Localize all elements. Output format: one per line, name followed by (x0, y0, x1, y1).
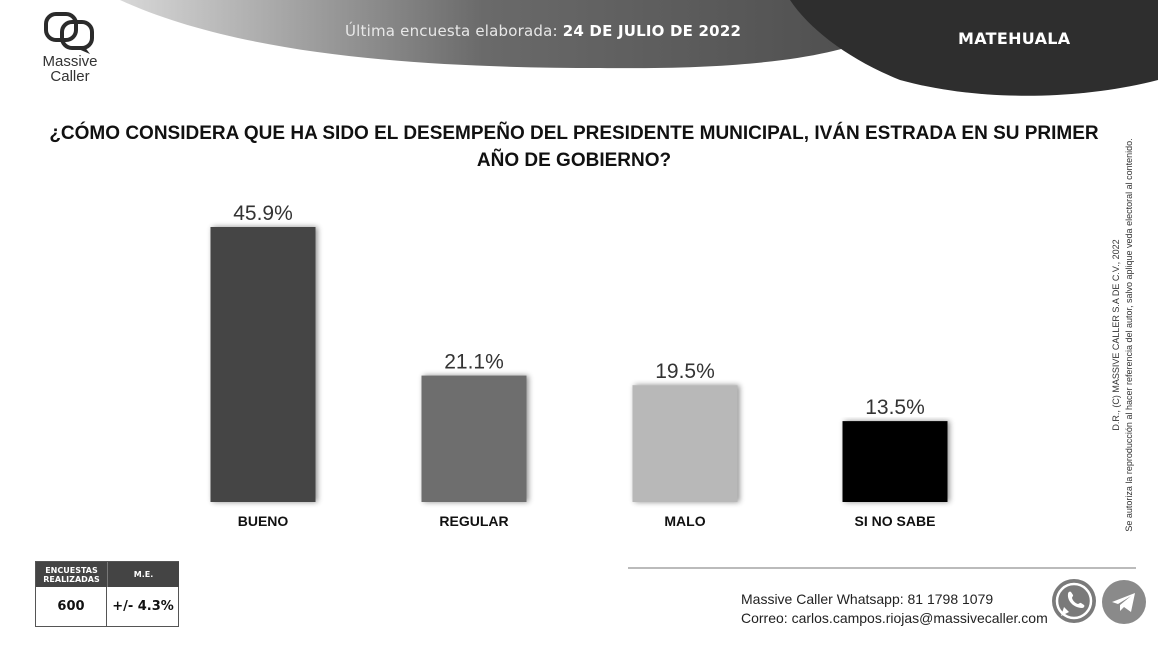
location-label: MATEHUALA (958, 29, 1071, 48)
survey-stats-table: ENCUESTAS REALIZADAS M.E. 600 +/- 4.3% (35, 561, 179, 627)
whatsapp-line: Massive Caller Whatsapp: 81 1798 1079 (741, 590, 1048, 609)
logo-text: Massive Caller (42, 53, 98, 85)
bar-bueno (210, 227, 316, 502)
bar-si-no-sabe (842, 421, 948, 502)
data-label-bueno: 45.9% (233, 202, 293, 225)
telegram-icon[interactable] (1102, 580, 1146, 624)
category-label-bueno: BUENO (238, 513, 289, 529)
whatsapp-icon[interactable] (1052, 579, 1096, 623)
survey-date: Última encuesta elaborada: 24 DE JULIO D… (345, 22, 741, 40)
category-label-malo: MALO (664, 513, 705, 529)
footer-divider (628, 567, 1136, 569)
margin-of-error: +/- 4.3% (106, 587, 179, 626)
header-background (120, 0, 1158, 96)
email-line: Correo: carlos.campos.riojas@massivecall… (741, 609, 1048, 628)
survey-date-label: Última encuesta elaborada: (345, 22, 558, 40)
bar-regular (421, 375, 527, 502)
survey-date-value: 24 DE JULIO DE 2022 (562, 22, 742, 40)
disclaimer-line-2: Se autoriza la reproducción al hacer ref… (1124, 138, 1134, 532)
data-label-si-no-sabe: 13.5% (865, 396, 925, 419)
data-label-malo: 19.5% (655, 360, 715, 383)
whatsapp-label: Massive Caller Whatsapp: (741, 591, 904, 607)
disclaimer-line-1: D.R., (C) MASSIVE CALLER S.A DE C.V., 20… (1111, 239, 1121, 431)
massive-caller-logo: Massive Caller (32, 8, 108, 94)
whatsapp-number[interactable]: 81 1798 1079 (907, 591, 994, 607)
email-address[interactable]: carlos.campos.riojas@massivecaller.com (791, 610, 1048, 626)
copyright-disclaimer: D.R., (C) MASSIVE CALLER S.A DE C.V., 20… (1110, 125, 1136, 545)
surveys-count: 600 (57, 599, 85, 614)
bar-malo (632, 385, 738, 502)
data-label-regular: 21.1% (444, 351, 504, 374)
logo-icon (44, 12, 94, 54)
category-label-si-no-sabe: SI NO SABE (855, 513, 936, 529)
header-dark-blob (790, 0, 1158, 96)
category-label-regular: REGULAR (439, 513, 508, 529)
email-label: Correo: (741, 610, 788, 626)
surveys-header: ENCUESTAS REALIZADAS (36, 562, 107, 587)
margin-header: M.E. (107, 562, 179, 587)
question-title: ¿CÓMO CONSIDERA QUE HA SIDO EL DESEMPEÑO… (49, 123, 1099, 171)
contact-info: Massive Caller Whatsapp: 81 1798 1079 Co… (741, 590, 1048, 628)
